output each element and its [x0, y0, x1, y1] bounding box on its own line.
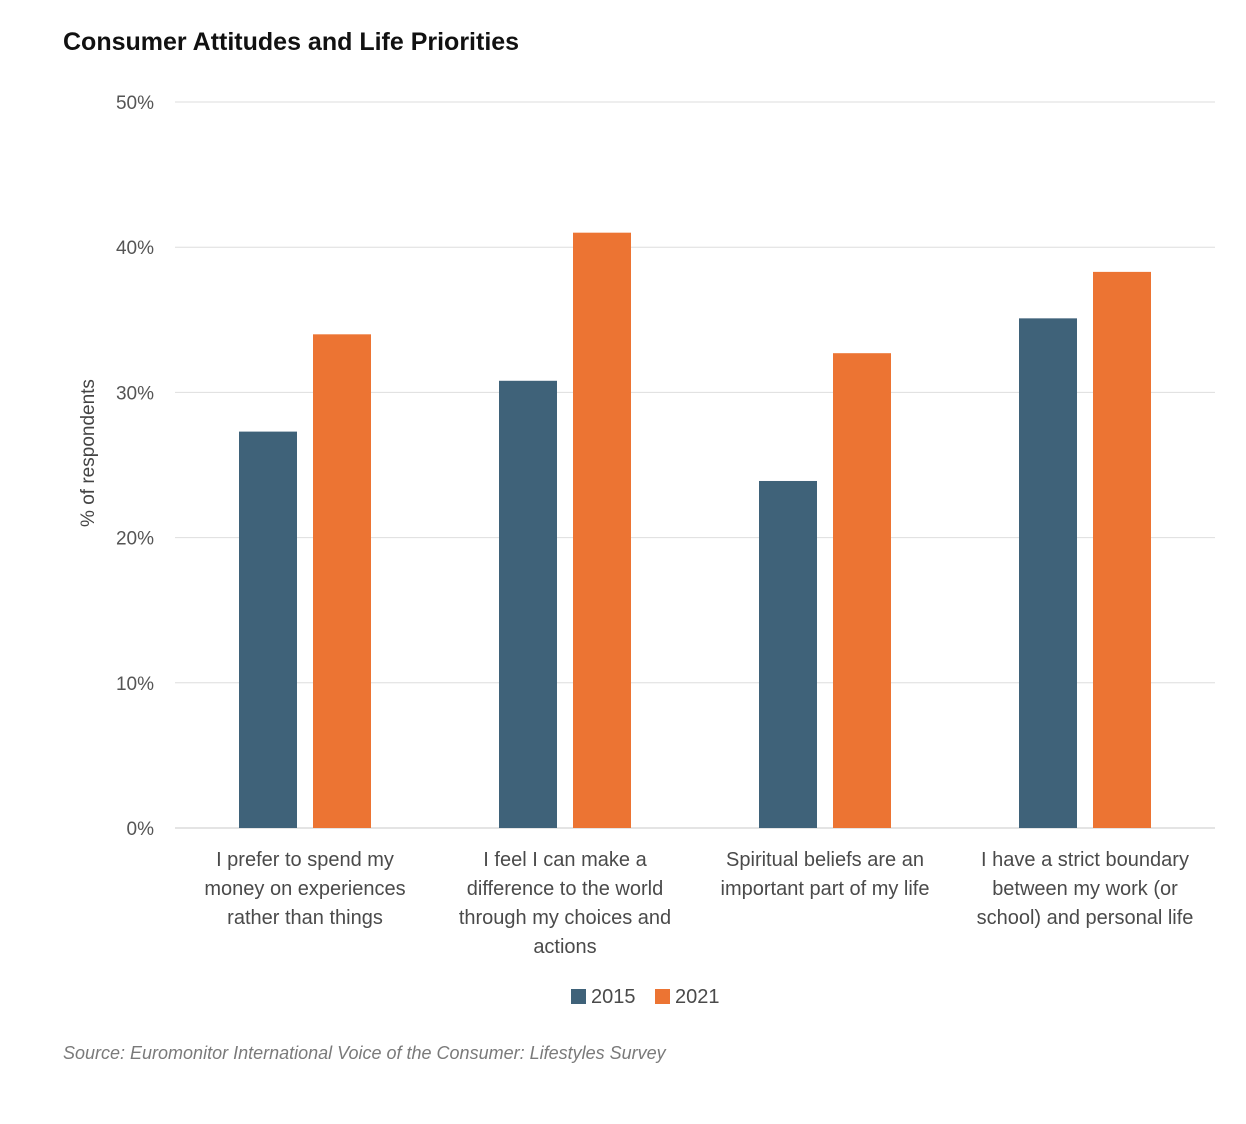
legend-swatch-2015	[571, 989, 586, 1004]
x-category-label: Spiritual beliefs are an important part o…	[721, 849, 930, 900]
y-tick-label: 0%	[127, 819, 155, 840]
category-labels: I prefer to spend my money on experiences…	[204, 849, 1193, 958]
chart-title: Consumer Attitudes and Life Priorities	[63, 28, 520, 56]
y-tick-label: 10%	[116, 674, 154, 695]
bars	[239, 232, 1151, 828]
x-category-label: I have a strict boundary between my work …	[977, 849, 1194, 929]
bar-2021-2	[573, 232, 631, 828]
y-axis-title: % of respondents	[78, 379, 99, 527]
bar-2015-1	[239, 431, 297, 828]
x-category-label: I feel I can make a difference to the wor…	[459, 849, 671, 958]
legend: 2015 2021	[571, 986, 720, 1008]
y-tick-label: 40%	[116, 238, 154, 259]
source-note: Source: Euromonitor International Voice …	[63, 1043, 666, 1063]
y-axis-ticks: 0% 10% 20% 30% 40% 50%	[116, 93, 154, 840]
bar-2021-3	[833, 353, 891, 828]
y-tick-label: 50%	[116, 93, 154, 114]
bar-2015-2	[499, 380, 557, 828]
x-category-label: I prefer to spend my money on experiences…	[204, 849, 405, 929]
bar-2015-3	[759, 480, 817, 828]
bar-2015-4	[1019, 318, 1077, 828]
legend-swatch-2021	[655, 989, 670, 1004]
y-tick-label: 30%	[116, 383, 154, 404]
legend-label-2021: 2021	[675, 986, 720, 1008]
y-tick-label: 20%	[116, 529, 154, 550]
legend-label-2015: 2015	[591, 986, 636, 1008]
bar-2021-1	[313, 334, 371, 828]
bar-2021-4	[1093, 271, 1151, 828]
